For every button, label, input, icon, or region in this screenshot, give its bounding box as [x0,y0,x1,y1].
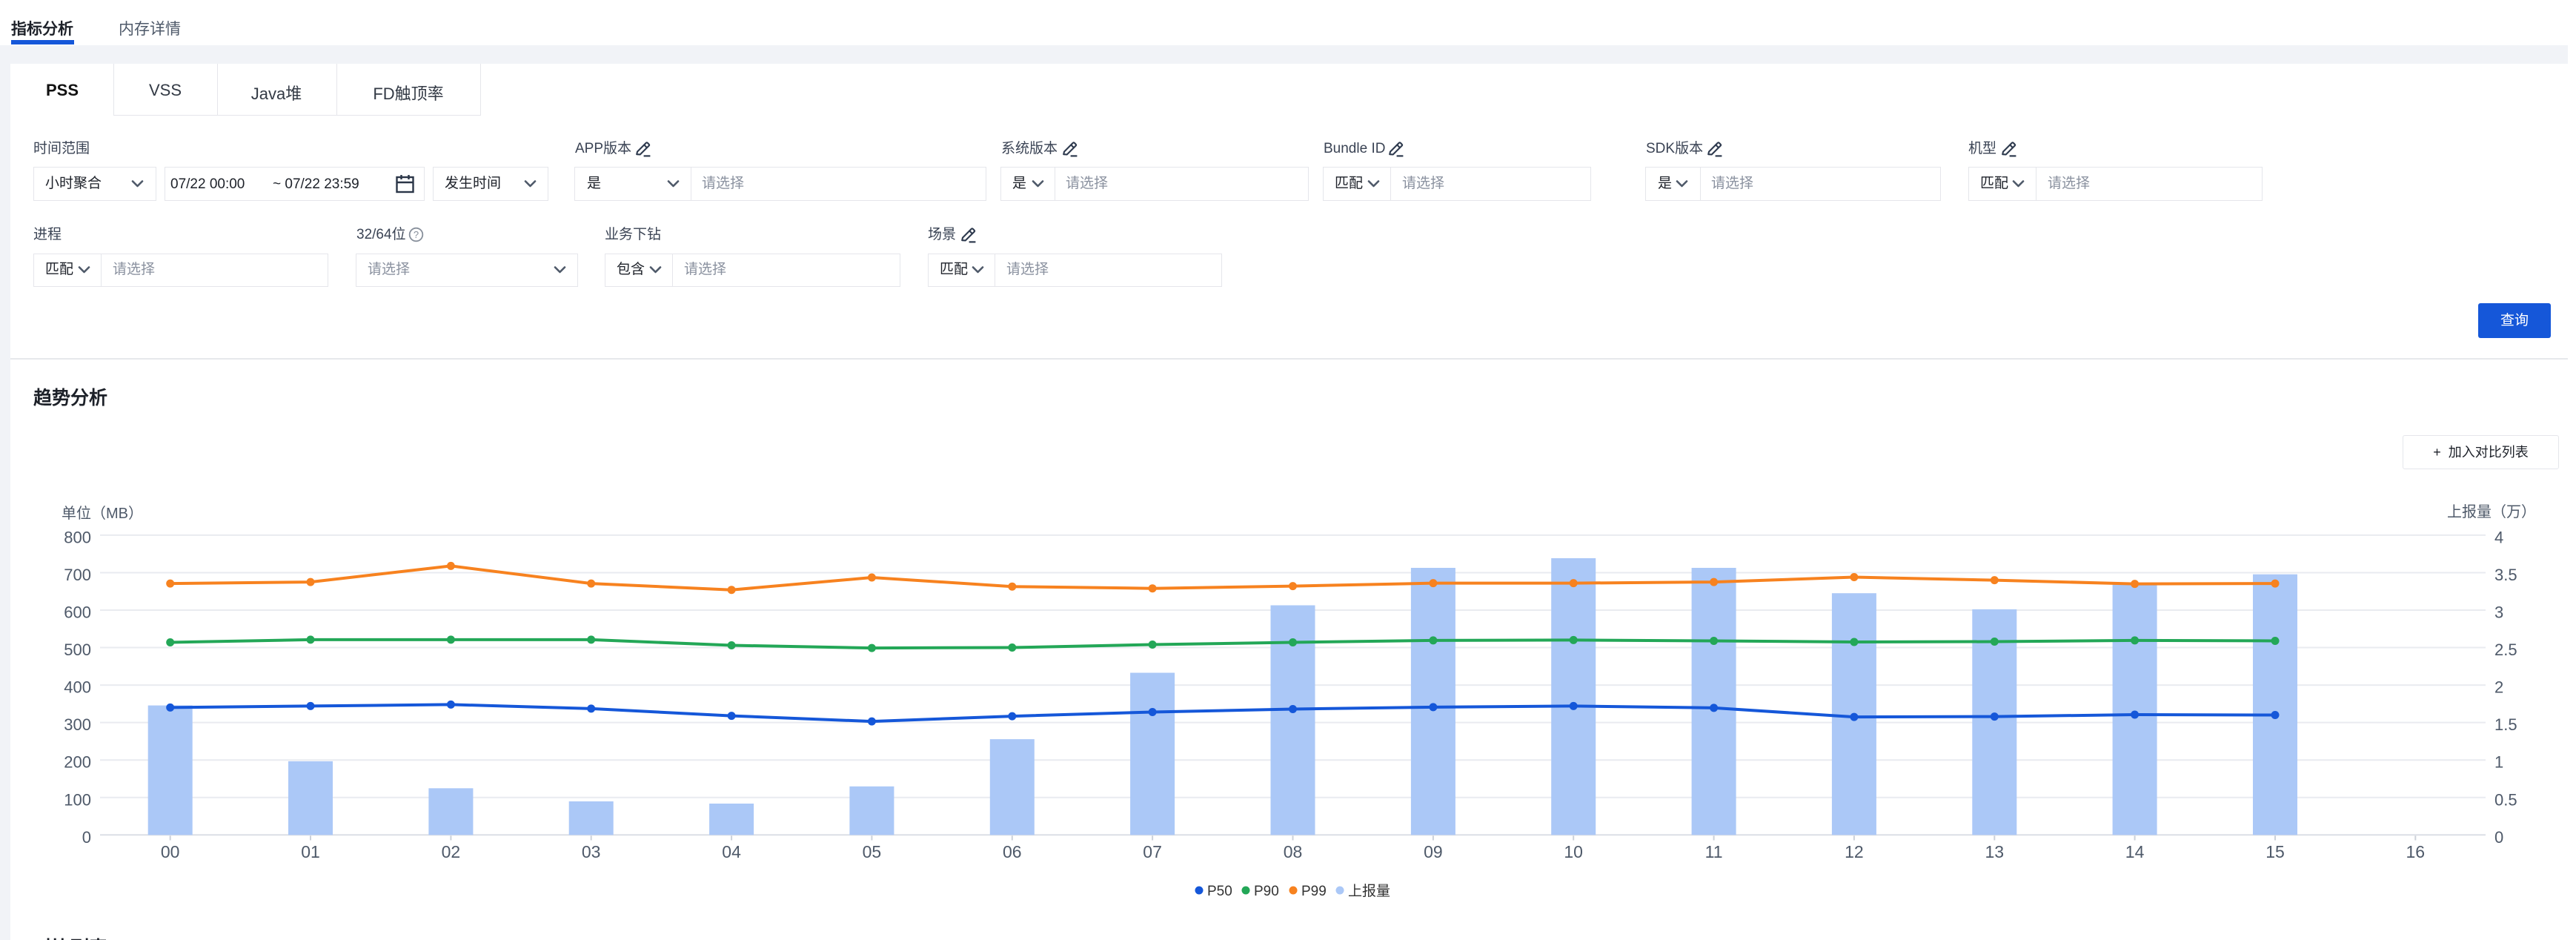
svg-text:单位（MB）: 单位（MB） [62,505,143,522]
svg-text:400: 400 [64,678,91,697]
svg-text:500: 500 [64,641,91,659]
svg-text:0: 0 [82,828,91,847]
svg-text:P50: P50 [1207,884,1232,899]
svg-text:06: 06 [1003,842,1022,861]
svg-text:02: 02 [442,842,461,861]
svg-text:1.5: 1.5 [2494,715,2517,734]
svg-text:700: 700 [64,566,91,584]
svg-text:上报量（万）: 上报量（万） [2447,503,2536,520]
svg-text:14: 14 [2125,842,2145,861]
svg-text:12: 12 [1845,842,1864,861]
svg-text:04: 04 [722,842,741,861]
svg-text:15: 15 [2265,842,2285,861]
svg-text:11: 11 [1705,842,1723,861]
svg-text:4: 4 [2494,528,2503,546]
svg-text:05: 05 [863,842,882,861]
svg-text:上报量: 上报量 [1348,883,1390,899]
svg-text:0.5: 0.5 [2494,790,2517,809]
svg-text:2.5: 2.5 [2494,641,2517,659]
svg-text:300: 300 [64,715,91,734]
svg-text:800: 800 [64,528,91,546]
svg-text:13: 13 [1985,842,2005,861]
svg-text:P90: P90 [1254,884,1279,899]
svg-text:P99: P99 [1301,884,1327,899]
svg-text:?: ? [414,229,419,240]
svg-text:08: 08 [1284,842,1303,861]
svg-text:3.5: 3.5 [2494,566,2517,584]
svg-text:3: 3 [2494,603,2503,622]
svg-text:16: 16 [2406,842,2426,861]
svg-text:200: 200 [64,753,91,772]
svg-text:10: 10 [1564,842,1583,861]
svg-text:2: 2 [2494,678,2503,697]
svg-text:01: 01 [301,842,320,861]
svg-text:0: 0 [2494,828,2503,847]
svg-text:600: 600 [64,603,91,622]
svg-text:07: 07 [1143,842,1162,861]
svg-text:03: 03 [582,842,601,861]
svg-text:09: 09 [1424,842,1443,861]
svg-text:00: 00 [161,842,180,861]
svg-text:1: 1 [2494,753,2503,772]
svg-text:100: 100 [64,790,91,809]
